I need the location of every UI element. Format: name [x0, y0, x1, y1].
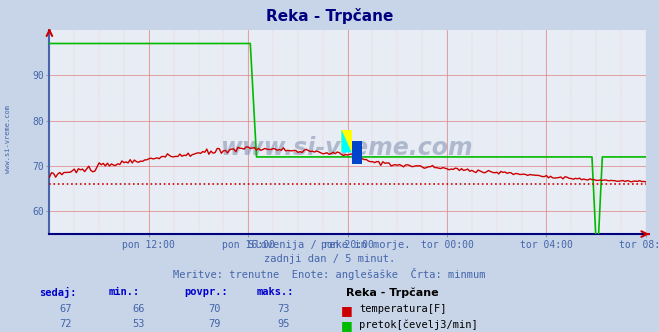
Text: 53: 53	[132, 319, 144, 329]
Text: maks.:: maks.:	[257, 287, 295, 297]
Text: www.si-vreme.com: www.si-vreme.com	[5, 106, 11, 173]
Text: ■: ■	[341, 304, 353, 317]
Text: 70: 70	[208, 304, 220, 314]
Text: 67: 67	[60, 304, 72, 314]
Bar	[352, 141, 362, 164]
Text: ■: ■	[341, 319, 353, 332]
Bar	[341, 130, 352, 152]
Text: 73: 73	[277, 304, 289, 314]
Text: Meritve: trenutne  Enote: anglešaške  Črta: minmum: Meritve: trenutne Enote: anglešaške Črta…	[173, 268, 486, 280]
Text: pretok[čevelj3/min]: pretok[čevelj3/min]	[359, 319, 478, 330]
Text: Reka - Trpčane: Reka - Trpčane	[266, 8, 393, 24]
Text: Reka - Trpčane: Reka - Trpčane	[346, 287, 439, 298]
Text: zadnji dan / 5 minut.: zadnji dan / 5 minut.	[264, 254, 395, 264]
Text: min.:: min.:	[109, 287, 140, 297]
Text: Slovenija / reke in morje.: Slovenija / reke in morje.	[248, 240, 411, 250]
Text: www.si-vreme.com: www.si-vreme.com	[221, 136, 474, 160]
Text: povpr.:: povpr.:	[185, 287, 228, 297]
Text: 66: 66	[132, 304, 144, 314]
Text: 95: 95	[277, 319, 289, 329]
Text: 72: 72	[60, 319, 72, 329]
Polygon shape	[341, 130, 352, 152]
Text: sedaj:: sedaj:	[40, 287, 77, 298]
Text: 79: 79	[208, 319, 220, 329]
Text: temperatura[F]: temperatura[F]	[359, 304, 447, 314]
